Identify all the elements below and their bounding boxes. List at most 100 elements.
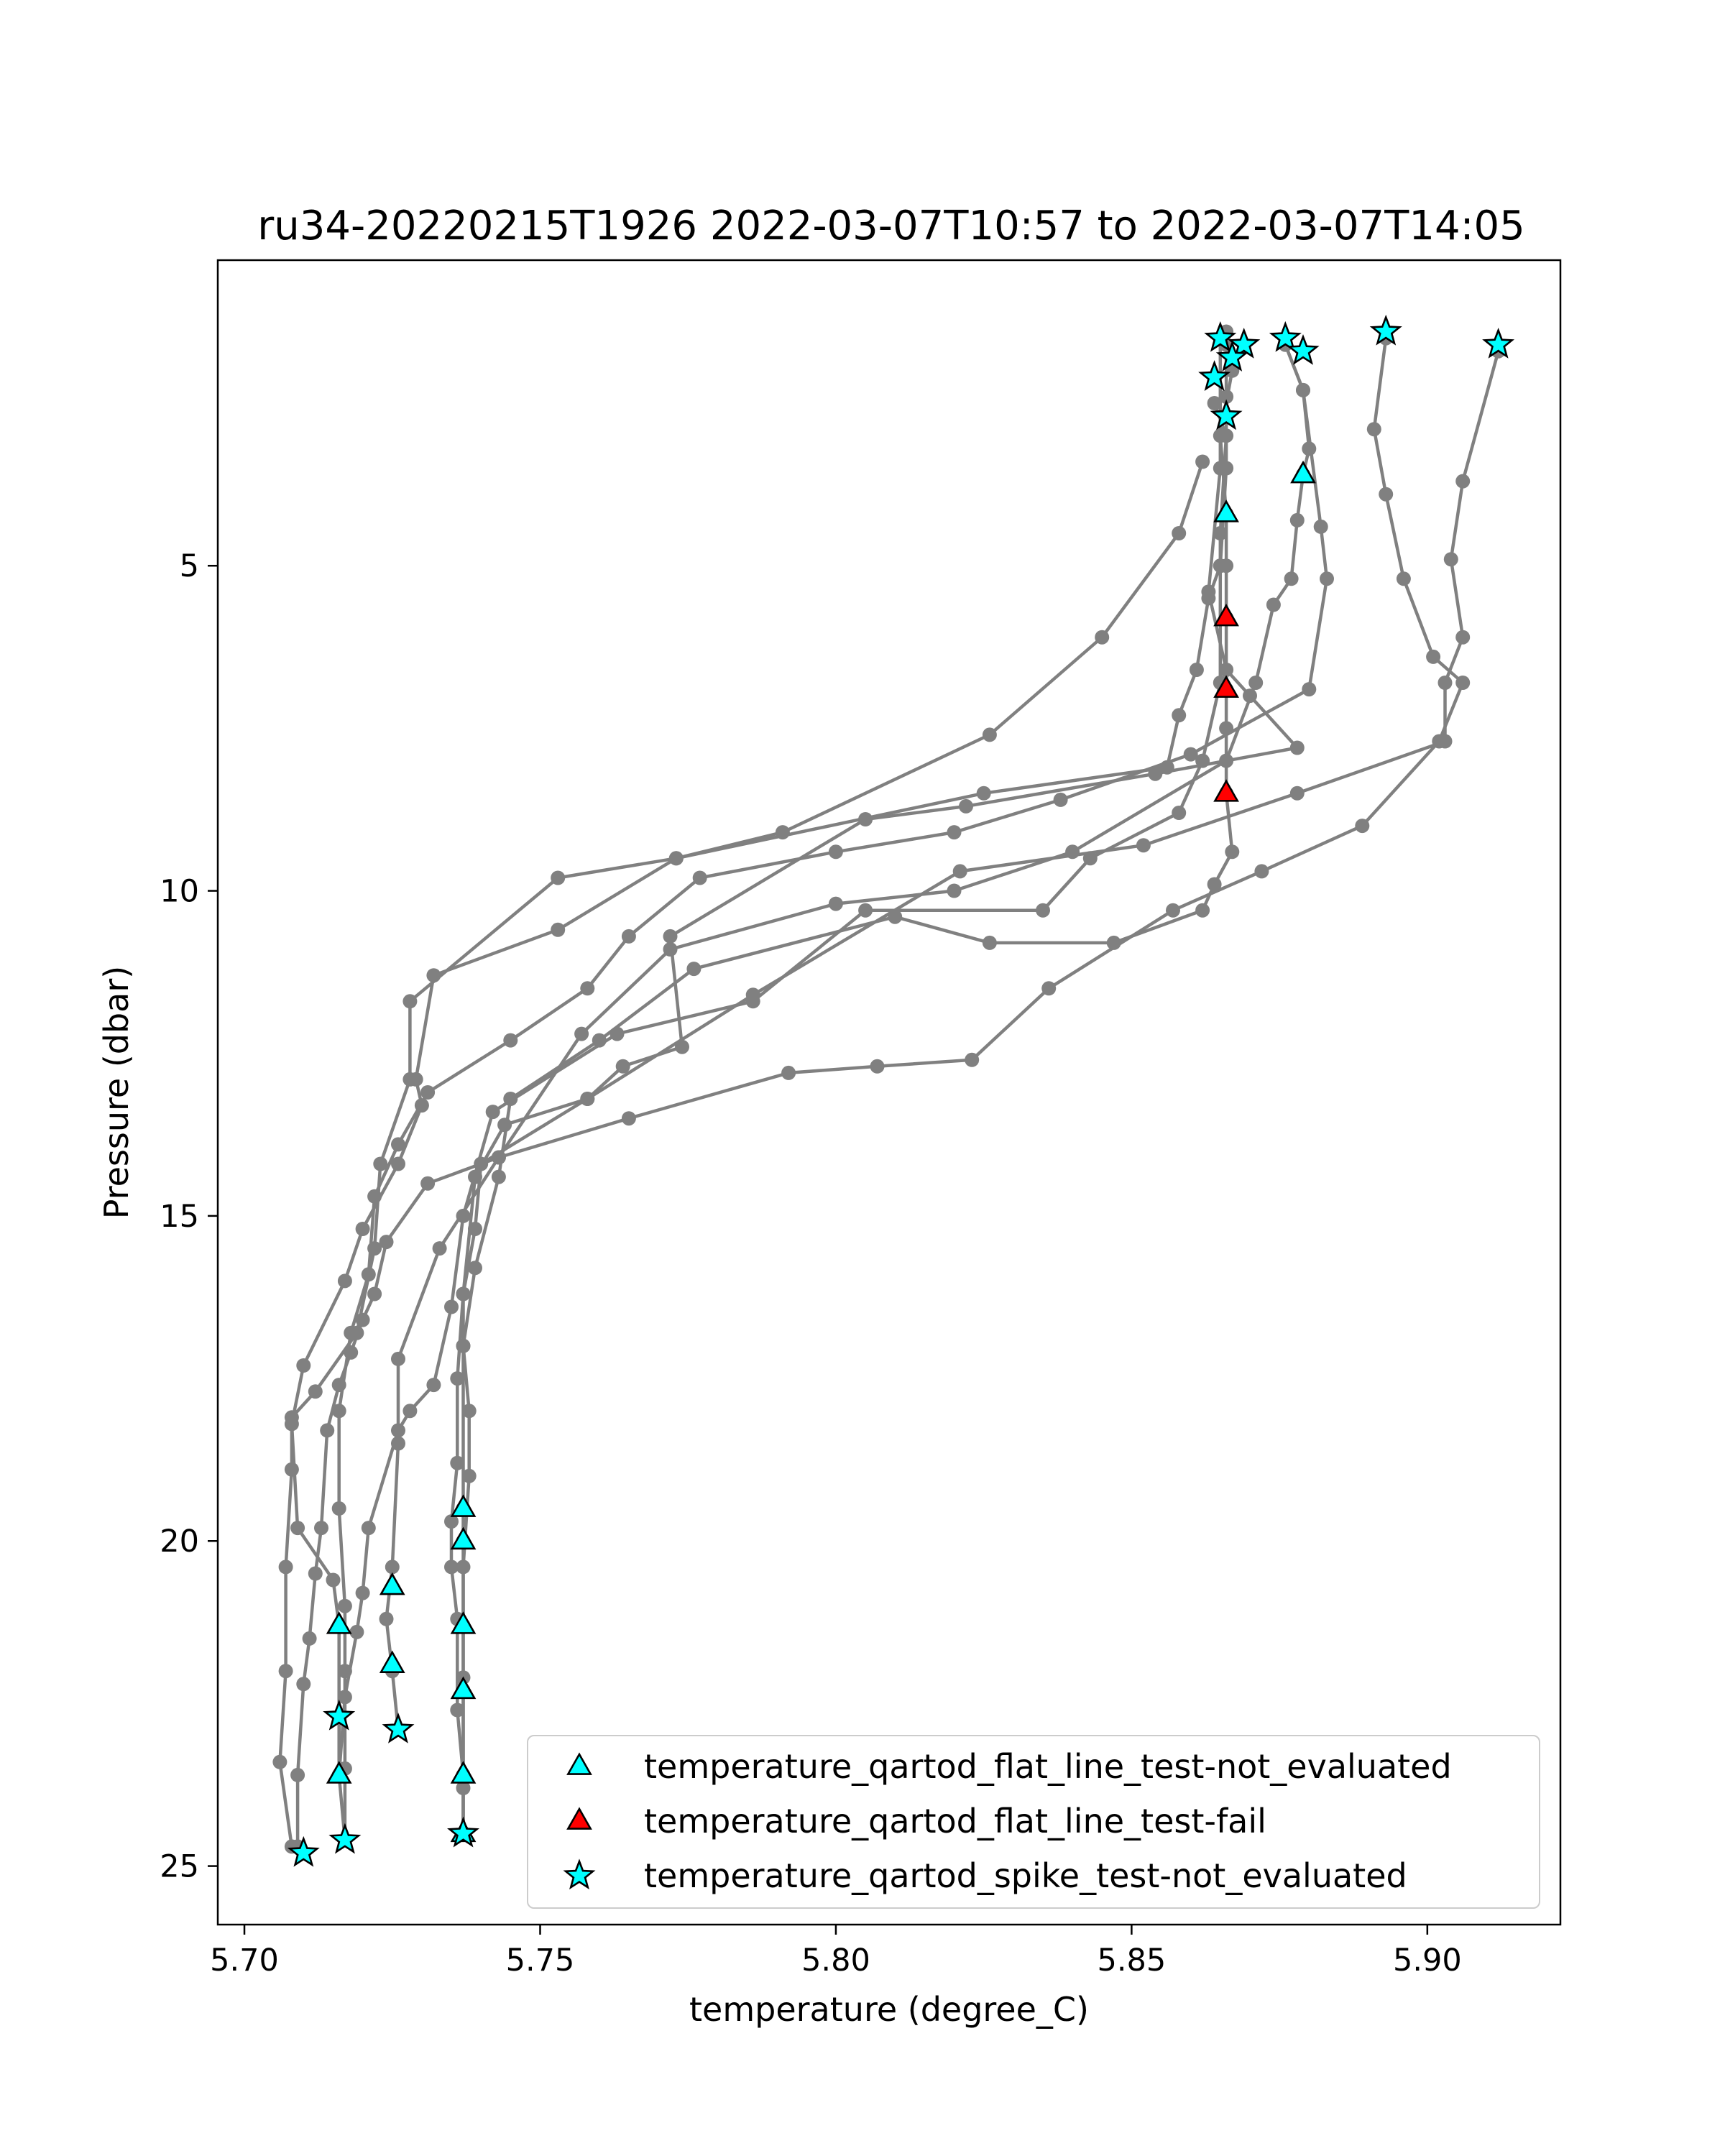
profile-point (444, 1299, 459, 1314)
profile-point (1455, 474, 1471, 489)
profile-point (1036, 903, 1050, 918)
flag-series-3 (287, 314, 1515, 1867)
profile-point (1289, 786, 1305, 801)
profile-point (1438, 734, 1453, 749)
profile-point (745, 987, 760, 1003)
profile-point (355, 1312, 370, 1327)
profile-point (450, 1455, 465, 1470)
profile-point (1183, 747, 1198, 762)
profile-point (1213, 558, 1228, 573)
profile-7 (331, 337, 1334, 1848)
legend-star-icon (563, 1858, 596, 1890)
profile-point (302, 1631, 317, 1646)
triangle-marker (450, 1676, 477, 1700)
profile-point (320, 1423, 335, 1438)
y-tick-label: 15 (160, 1199, 199, 1235)
chart-title: ru34-20220215T1926 2022-03-07T10:57 to 2… (257, 203, 1524, 249)
profile-point (385, 1560, 400, 1575)
plot-area (218, 260, 1560, 1925)
profile-point (1248, 676, 1264, 690)
profile-point (952, 864, 967, 879)
triangle-marker (450, 1526, 477, 1550)
profile-point (290, 1767, 305, 1782)
profile-point (976, 786, 991, 801)
profile-point (308, 1384, 323, 1399)
star-marker (323, 1699, 356, 1731)
legend-triangle-icon (566, 1807, 592, 1830)
star-marker (1215, 341, 1248, 372)
profile-point (349, 1624, 364, 1639)
profile-point (947, 825, 962, 840)
profile-point (344, 1345, 359, 1360)
profile-point (858, 812, 873, 826)
profile-point (296, 1358, 311, 1373)
profile-point (1195, 454, 1210, 469)
x-tick-label: 5.75 (506, 1943, 575, 1978)
profile-point (461, 1404, 477, 1419)
profile-point (982, 935, 997, 950)
profile-point (959, 798, 973, 814)
profile-point (503, 1033, 518, 1048)
profile-point (361, 1267, 376, 1282)
profile-4 (272, 454, 1210, 1854)
profile-point (668, 851, 684, 866)
profile-point (1219, 390, 1234, 404)
profile-point (314, 1521, 328, 1536)
profile-point (373, 1156, 388, 1171)
profile-point (1219, 753, 1234, 768)
profile-point (1355, 819, 1370, 834)
profile-point (474, 1156, 489, 1171)
legend-label: temperature_qartod_spike_test-not_evalua… (644, 1856, 1407, 1895)
x-tick-label: 5.90 (1393, 1943, 1462, 1978)
profile-point (391, 1137, 405, 1152)
triangle-marker (326, 1611, 352, 1634)
plot-frame (216, 259, 1562, 1926)
profile-point (344, 1325, 359, 1340)
star-marker (1482, 327, 1515, 359)
profile-point (278, 1664, 293, 1679)
profile-point (947, 883, 962, 898)
profile-point (296, 1677, 311, 1692)
profile-point (1284, 571, 1299, 586)
profile-point (574, 1026, 589, 1041)
profile-point (1438, 676, 1453, 690)
profile-point (663, 929, 678, 944)
profile-point (337, 1598, 352, 1613)
profile-point (278, 1560, 293, 1575)
star-marker (1369, 314, 1402, 346)
flag-markers (287, 314, 1515, 1867)
triangle-marker (1213, 675, 1239, 698)
profile-point (355, 1585, 370, 1600)
profile-point (580, 1092, 595, 1106)
profile-point (1148, 766, 1163, 781)
profile-point (1189, 663, 1204, 677)
profile-point (420, 1085, 436, 1100)
x-tick-label: 5.70 (210, 1943, 279, 1978)
profile-point (497, 1118, 512, 1133)
profile-point (420, 1176, 436, 1191)
profile-point (551, 870, 566, 885)
profile-point (337, 1273, 352, 1289)
profile-point (1396, 571, 1411, 586)
profile-point (1254, 864, 1269, 879)
profile-point (1219, 428, 1234, 443)
profile-point (1213, 526, 1228, 540)
triangle-marker (1213, 499, 1239, 522)
profile-point (391, 1436, 405, 1451)
profile-point (361, 1521, 376, 1536)
profile-point (272, 1754, 288, 1769)
profile-point (1041, 981, 1057, 996)
x-tick-label: 5.80 (801, 1943, 870, 1978)
legend-triangle-icon (566, 1752, 592, 1775)
triangle-marker (379, 1572, 405, 1595)
legend: temperature_qartod_flat_line_test-not_ev… (527, 1735, 1540, 1909)
y-axis: 5 10 15 20 25 (160, 548, 218, 1885)
triangle-marker (379, 1650, 405, 1673)
profile-point (1213, 461, 1228, 476)
flag-series-2 (1213, 603, 1239, 802)
profile-line (449, 351, 1500, 1834)
profile-point (331, 1404, 346, 1419)
profile-point (1455, 676, 1471, 690)
triangle-marker (450, 1611, 477, 1634)
